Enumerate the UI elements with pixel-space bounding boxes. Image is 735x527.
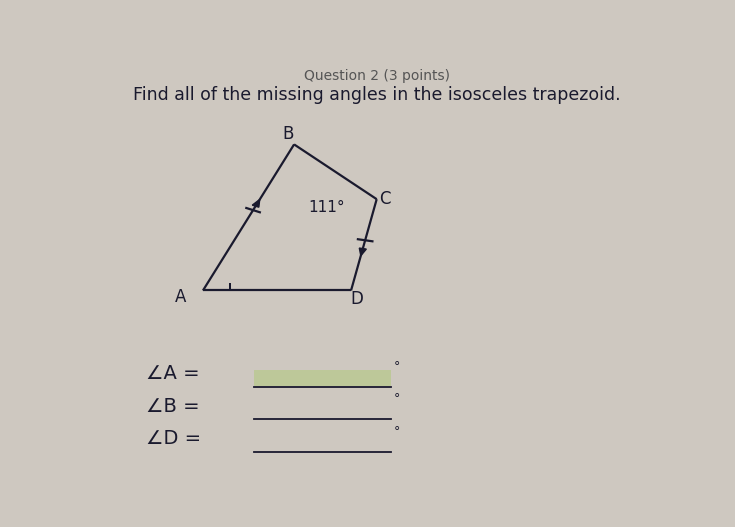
Text: D: D xyxy=(351,290,363,308)
Text: ∠B =: ∠B = xyxy=(146,397,200,416)
Text: B: B xyxy=(283,125,294,143)
Text: °: ° xyxy=(394,425,400,438)
Polygon shape xyxy=(252,200,259,207)
Text: C: C xyxy=(379,190,391,208)
Text: ∠D =: ∠D = xyxy=(146,429,201,448)
Text: 111°: 111° xyxy=(309,200,345,215)
Bar xyxy=(254,370,391,386)
Text: °: ° xyxy=(394,360,400,373)
Text: Question 2 (3 points): Question 2 (3 points) xyxy=(304,70,450,83)
Text: Find all of the missing angles in the isosceles trapezoid.: Find all of the missing angles in the is… xyxy=(133,85,620,104)
Polygon shape xyxy=(359,248,366,256)
Text: A: A xyxy=(174,288,186,306)
Text: °: ° xyxy=(394,392,400,405)
Text: ∠A =: ∠A = xyxy=(146,364,200,383)
